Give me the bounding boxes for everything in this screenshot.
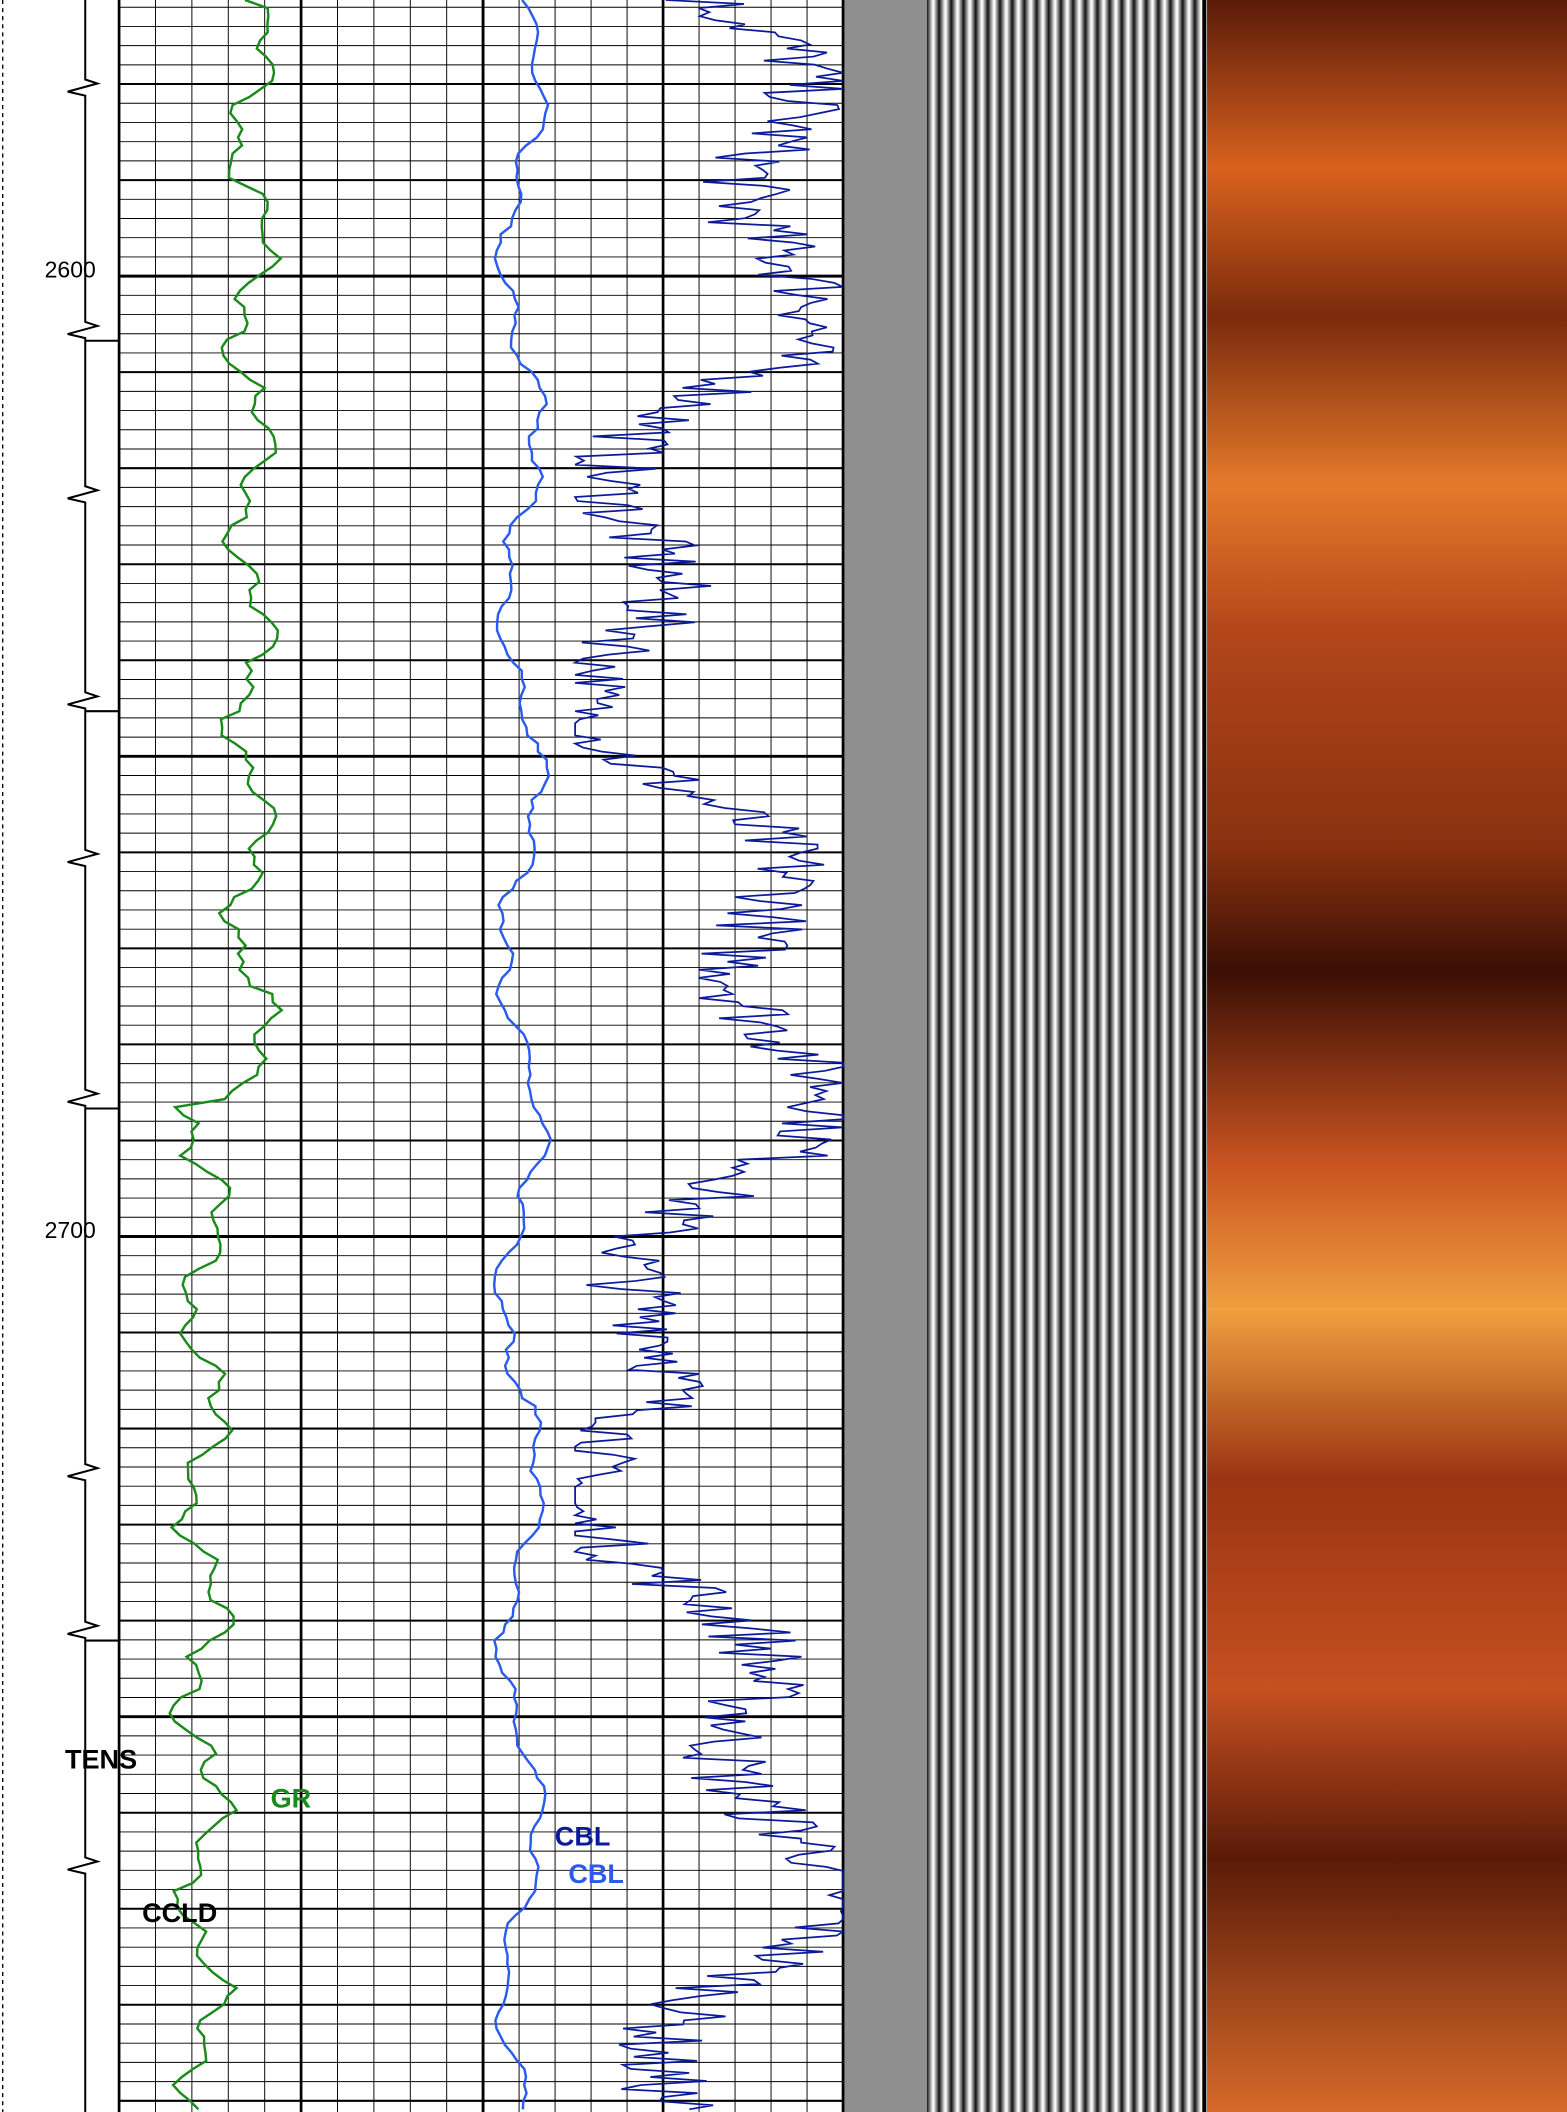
curve-label: CBL [555,1821,611,1851]
ccl-curve [67,0,101,2112]
depth-label: 2700 [45,1217,96,1243]
cbl-curve [492,0,553,2110]
amp-curve [572,0,846,2111]
vdl-image [926,0,1205,2112]
grid [117,0,1207,2112]
curve-label: GR [271,1784,312,1814]
borehole-image [1207,0,1567,2112]
curve-label: TENS [65,1745,137,1775]
curves [67,0,846,2112]
depth-label: 2600 [45,257,96,283]
curve-label: CCLD [142,1898,217,1928]
gr-curve [168,0,284,2111]
curve-label: CBL [568,1859,624,1889]
vdl-background [843,0,927,2112]
